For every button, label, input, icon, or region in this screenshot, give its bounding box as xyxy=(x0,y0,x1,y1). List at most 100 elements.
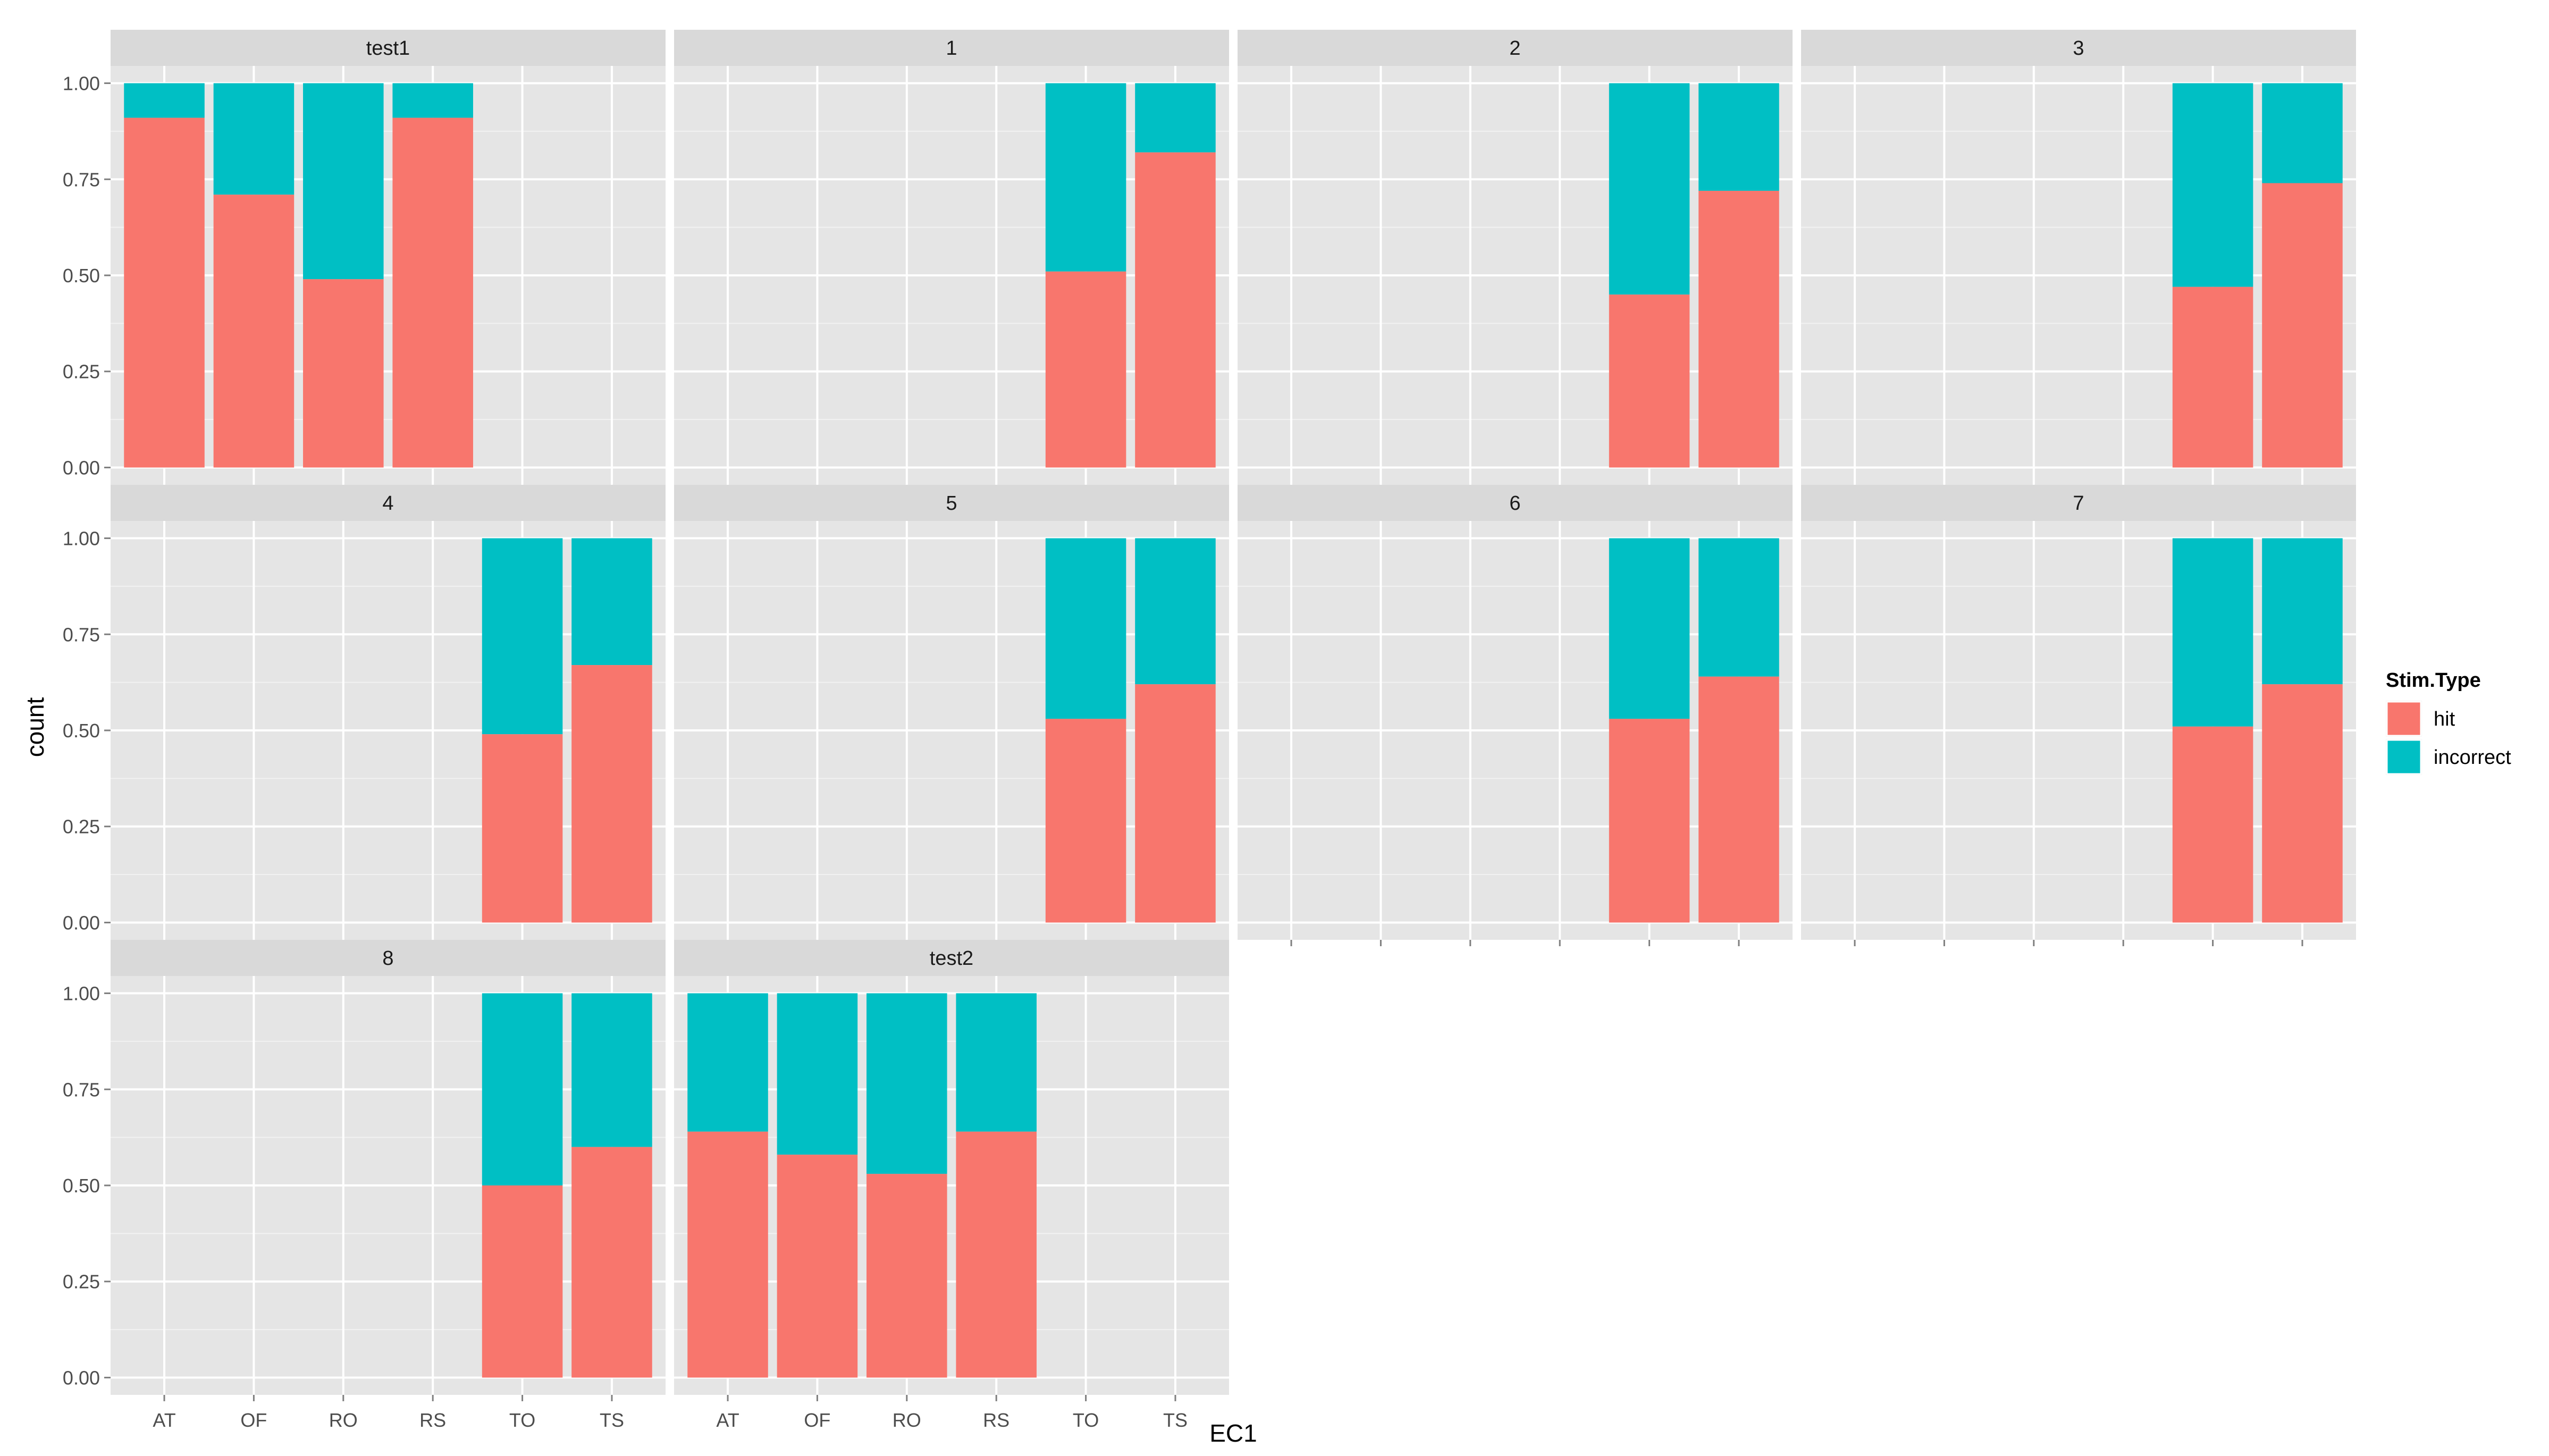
y-axis-title: count xyxy=(21,697,49,758)
bar-hit-7-TO xyxy=(2172,726,2253,923)
bar-hit-6-TO xyxy=(1609,719,1690,923)
x-tick-label: RO xyxy=(329,1409,358,1431)
y-tick-label: 0.25 xyxy=(63,361,100,383)
facet-strip xyxy=(1238,30,1793,66)
bar-hit-5-TS xyxy=(1135,684,1216,923)
legend-key-hit xyxy=(2386,701,2422,737)
y-tick-label: 0.50 xyxy=(63,1175,100,1197)
y-tick-label: 0.00 xyxy=(63,912,100,933)
legend-keys: hit incorrect xyxy=(2386,701,2511,775)
bar-hit-5-TO xyxy=(1045,719,1126,923)
x-tick-label: RS xyxy=(983,1409,1009,1431)
bar-incorrect-4-TO xyxy=(482,538,563,735)
y-tick-label: 0.50 xyxy=(63,720,100,742)
x-axis-title: EC1 xyxy=(1209,1419,1257,1447)
legend-title: Stim.Type xyxy=(2386,669,2481,692)
bar-incorrect-6-TS xyxy=(1698,538,1779,677)
y-tick-label: 0.50 xyxy=(63,265,100,287)
facet-strip xyxy=(111,485,666,521)
x-tick-label: TO xyxy=(1073,1409,1099,1431)
bar-hit-3-TS xyxy=(2262,183,2343,468)
facet-strip xyxy=(1801,485,2356,521)
bar-hit-test1-OF xyxy=(213,195,295,468)
x-tick-label: RO xyxy=(893,1409,921,1431)
facet-panel-7: 7 xyxy=(1801,485,2356,940)
facet-panel-6: 6 xyxy=(1238,485,1793,940)
facet-panel-1: 1 xyxy=(674,30,1229,485)
x-tick-label: AT xyxy=(153,1409,175,1431)
facet-strip xyxy=(674,30,1229,66)
facet-strip-label: 2 xyxy=(1509,37,1520,60)
bar-incorrect-5-TO xyxy=(1045,538,1126,719)
facet-strip-label: test1 xyxy=(366,37,410,60)
bar-hit-test2-RO xyxy=(867,1174,947,1378)
bar-incorrect-test2-AT xyxy=(687,993,768,1132)
facet-panel-8: 8 xyxy=(111,940,666,1395)
y-tick-label: 0.75 xyxy=(63,169,100,190)
facet-panel-5: 5 xyxy=(674,485,1229,940)
bar-incorrect-6-TO xyxy=(1609,538,1690,719)
bar-incorrect-4-TS xyxy=(571,538,652,666)
bar-hit-4-TS xyxy=(571,665,652,923)
facet-panels: test1 1 2 3 4 5 6 7 8 test2 xyxy=(111,30,2356,1395)
bar-incorrect-3-TS xyxy=(2262,83,2343,183)
bar-hit-8-TO xyxy=(482,1185,563,1378)
y-tick-label: 1.00 xyxy=(63,983,100,1005)
bar-incorrect-test1-AT xyxy=(124,83,205,118)
facet-strip-label: test2 xyxy=(930,947,973,970)
bar-hit-4-TO xyxy=(482,734,563,923)
x-tick-label: TO xyxy=(509,1409,535,1431)
bar-incorrect-test1-RS xyxy=(392,83,473,118)
x-tick-label: RS xyxy=(419,1409,446,1431)
facet-strip xyxy=(674,485,1229,521)
facet-panel-3: 3 xyxy=(1801,30,2356,485)
bar-incorrect-1-TO xyxy=(1045,83,1126,272)
y-tick-label: 0.00 xyxy=(63,457,100,478)
facet-strip xyxy=(111,30,666,66)
legend-key-incorrect xyxy=(2386,739,2422,775)
x-tick-label: TS xyxy=(600,1409,624,1431)
legend-label-hit: hit xyxy=(2434,708,2455,730)
bar-incorrect-test2-RO xyxy=(867,993,947,1174)
facet-strip-label: 6 xyxy=(1509,492,1520,515)
x-tick-label: OF xyxy=(240,1409,267,1431)
bar-hit-1-TS xyxy=(1135,152,1216,468)
facet-strip-label: 7 xyxy=(2073,492,2084,515)
bar-hit-3-TO xyxy=(2172,287,2253,468)
bar-hit-8-TS xyxy=(571,1147,652,1378)
bar-incorrect-2-TO xyxy=(1609,83,1690,295)
y-tick-label: 0.75 xyxy=(63,1079,100,1100)
bar-hit-7-TS xyxy=(2262,684,2343,923)
facet-panel-test2: test2 xyxy=(674,940,1229,1395)
bar-incorrect-1-TS xyxy=(1135,83,1216,153)
bar-incorrect-2-TS xyxy=(1698,83,1779,191)
bar-incorrect-test2-OF xyxy=(777,993,858,1155)
legend-label-incorrect: incorrect xyxy=(2434,746,2511,769)
bar-hit-test1-AT xyxy=(124,117,205,468)
x-axis-ticks: AT OF RO RS TO TS AT OF RO RS TO TS xyxy=(153,940,2303,1431)
bar-hit-test2-RS xyxy=(956,1131,1037,1378)
facet-panel-2: 2 xyxy=(1238,30,1793,485)
bar-hit-1-TO xyxy=(1045,271,1126,468)
bar-hit-2-TS xyxy=(1698,190,1779,468)
bar-hit-2-TO xyxy=(1609,294,1690,468)
bar-incorrect-7-TO xyxy=(2172,538,2253,727)
x-tick-label: TS xyxy=(1163,1409,1188,1431)
bar-incorrect-3-TO xyxy=(2172,83,2253,287)
facet-strip xyxy=(111,940,666,976)
y-tick-label: 0.00 xyxy=(63,1367,100,1388)
facet-strip xyxy=(1238,485,1793,521)
legend: Stim.Type hit incorrect xyxy=(2386,669,2511,775)
bar-incorrect-7-TS xyxy=(2262,538,2343,685)
facet-strip-label: 8 xyxy=(382,947,393,970)
y-tick-label: 0.75 xyxy=(63,624,100,645)
facet-strip-label: 4 xyxy=(382,492,393,515)
bar-incorrect-5-TS xyxy=(1135,538,1216,685)
facet-panel-4: 4 xyxy=(111,485,666,940)
facet-strip xyxy=(674,940,1229,976)
facet-panel-test1: test1 xyxy=(111,30,666,485)
bar-hit-test1-RS xyxy=(392,117,473,468)
bar-incorrect-test1-OF xyxy=(213,83,295,195)
bar-incorrect-8-TS xyxy=(571,993,652,1147)
